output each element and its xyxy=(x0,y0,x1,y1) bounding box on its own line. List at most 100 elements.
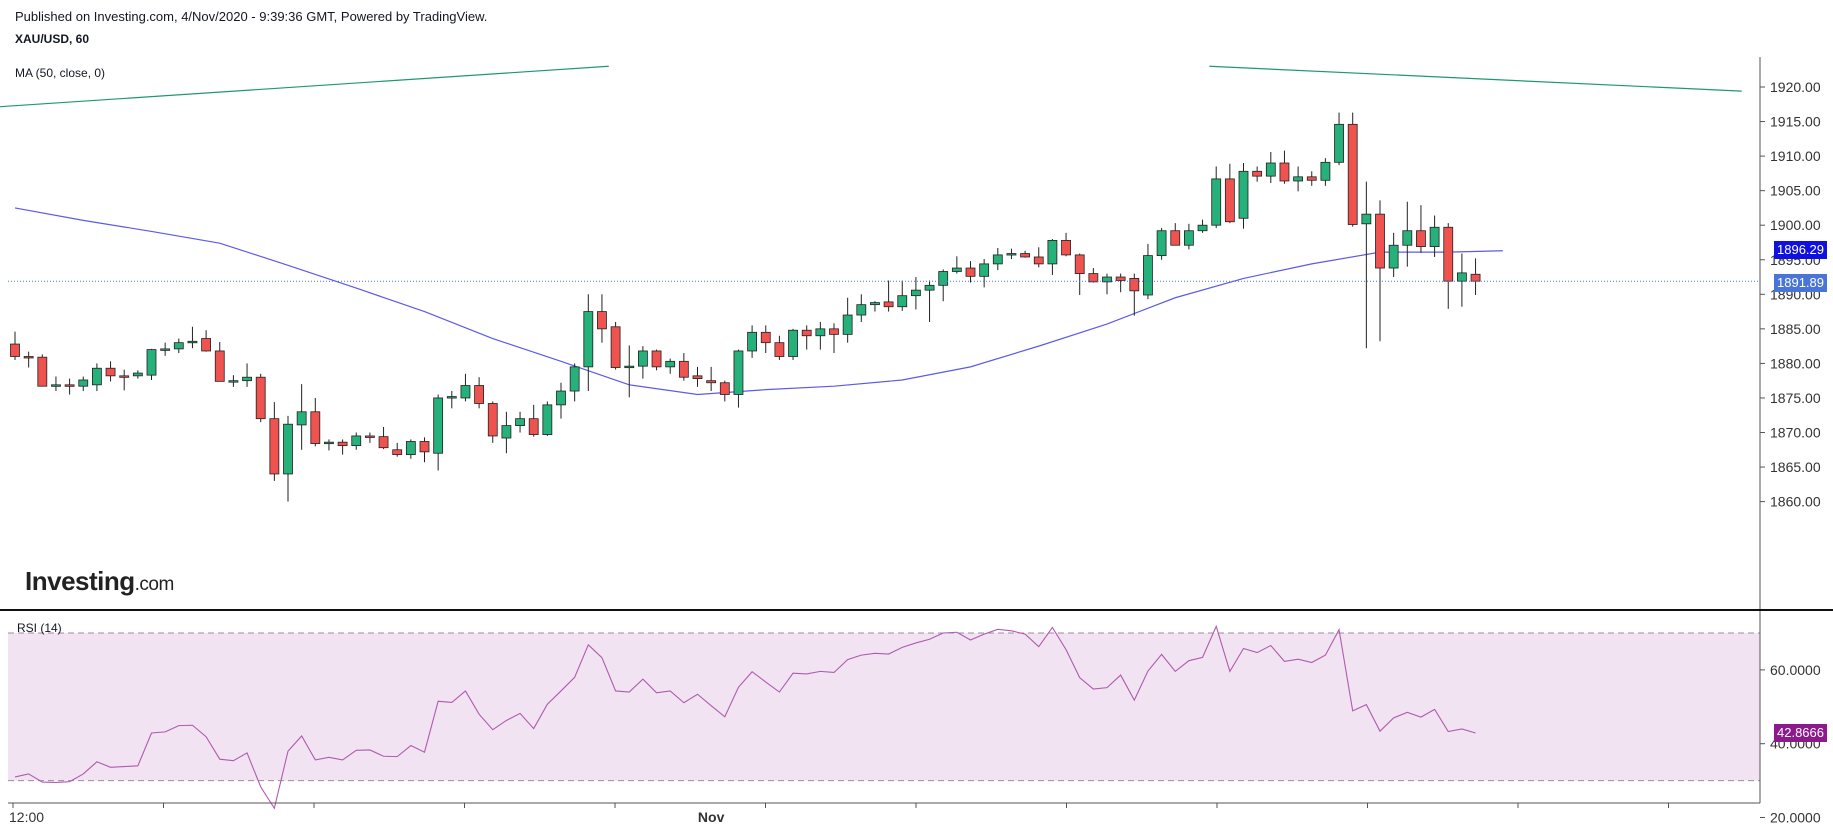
rsi-axis-label: 20.0000 xyxy=(1770,810,1821,826)
candle-up xyxy=(405,439,416,459)
candle-body xyxy=(897,295,908,308)
price-axis-label: 1905.00 xyxy=(1770,183,1821,199)
candle-down xyxy=(965,261,976,283)
candle-up xyxy=(1265,151,1276,184)
candle-down xyxy=(1088,268,1099,283)
candle-up xyxy=(542,401,553,436)
candle-up xyxy=(1197,219,1208,233)
candle-up xyxy=(1402,201,1413,267)
investing-logo: Investing.com xyxy=(25,566,174,597)
candle-up xyxy=(1047,239,1058,275)
candle-body xyxy=(938,271,949,286)
candle-up xyxy=(556,382,566,419)
candle-down xyxy=(392,442,403,457)
candle-down xyxy=(269,402,280,481)
trendlines xyxy=(0,65,1742,108)
candle-up xyxy=(351,432,362,450)
candle-body xyxy=(1061,240,1071,256)
candle-body xyxy=(474,385,485,404)
symbol-label[interactable]: XAU/USD, 60 xyxy=(15,32,90,46)
candle-down xyxy=(1375,200,1385,342)
candle-up xyxy=(446,391,457,409)
candle-up xyxy=(1388,232,1399,278)
candle-body xyxy=(1074,254,1085,274)
candle-body xyxy=(255,376,266,420)
candle-body xyxy=(678,360,689,378)
candle-down xyxy=(419,437,430,463)
candle-body xyxy=(706,380,717,384)
candle-down xyxy=(651,349,662,371)
price-axis-label: 1870.00 xyxy=(1770,425,1821,441)
rsi-series xyxy=(14,624,1476,810)
price-axis-label: 1865.00 xyxy=(1770,459,1821,475)
candle-down xyxy=(64,378,75,395)
candle-body xyxy=(1265,162,1276,177)
candle-body xyxy=(1361,213,1372,225)
time-axis-label: Nov xyxy=(698,809,725,825)
last-price-tag: 1891.89 xyxy=(1774,274,1827,293)
candle-up xyxy=(1361,181,1372,349)
candle-up xyxy=(160,342,171,356)
candle-up xyxy=(842,297,853,343)
candle-body xyxy=(201,338,212,352)
rsi-overbought-oversold-band xyxy=(8,633,1760,781)
candle-down xyxy=(597,294,607,343)
candle-body xyxy=(310,411,321,444)
candle-body xyxy=(801,329,812,337)
candle-down xyxy=(1020,250,1030,258)
candle-body xyxy=(665,360,676,368)
rsi-legend-label[interactable]: RSI (14) xyxy=(17,621,62,635)
candle-down xyxy=(23,351,34,368)
candle-up xyxy=(924,280,935,322)
candle-body xyxy=(542,404,553,435)
candle-up xyxy=(870,301,880,312)
candle-body xyxy=(1170,230,1181,246)
candle-up xyxy=(788,328,798,360)
candle-body xyxy=(1115,276,1126,281)
candle-down xyxy=(37,354,48,387)
candle-body xyxy=(1238,170,1249,219)
candle-up xyxy=(296,384,307,450)
candle-up xyxy=(624,345,635,398)
candle-body xyxy=(1279,162,1290,182)
chart-frame xyxy=(0,57,1833,804)
price-axis-label: 1860.00 xyxy=(1770,494,1821,510)
candle-up xyxy=(501,411,512,454)
candle-body xyxy=(624,365,635,369)
price-axis-label: 1880.00 xyxy=(1770,355,1821,371)
candle-body xyxy=(173,342,184,350)
candle-up xyxy=(1143,243,1153,300)
candle-body xyxy=(992,254,1003,265)
candle-body xyxy=(378,436,389,449)
candle-body xyxy=(556,390,566,406)
candle-up xyxy=(460,373,471,402)
candle-body xyxy=(283,423,293,475)
candle-body xyxy=(1347,123,1358,225)
candle-up xyxy=(228,375,239,387)
candle-body xyxy=(1197,224,1208,232)
candle-up xyxy=(1211,166,1222,228)
logo-main: Investing xyxy=(25,566,135,596)
candle-up xyxy=(951,256,962,274)
candle-up xyxy=(187,326,198,349)
candle-down xyxy=(201,330,212,352)
candle-down xyxy=(105,361,116,382)
candle-down xyxy=(1306,171,1317,186)
candle-up xyxy=(897,280,908,311)
candle-body xyxy=(1320,161,1331,181)
candle-up xyxy=(992,248,1003,271)
candle-body xyxy=(446,396,457,399)
candle-body xyxy=(842,314,853,335)
candle-body xyxy=(460,385,471,399)
moving-average xyxy=(14,207,1503,396)
candle-up xyxy=(1429,215,1440,257)
ma-legend-label[interactable]: MA (50, close, 0) xyxy=(15,66,106,80)
candle-up xyxy=(1156,227,1167,260)
candle-body xyxy=(214,350,225,382)
candle-up xyxy=(856,294,867,322)
candle-down xyxy=(310,397,321,447)
candle-body xyxy=(733,350,744,395)
candle-down xyxy=(487,401,498,443)
candle-body xyxy=(64,384,75,387)
